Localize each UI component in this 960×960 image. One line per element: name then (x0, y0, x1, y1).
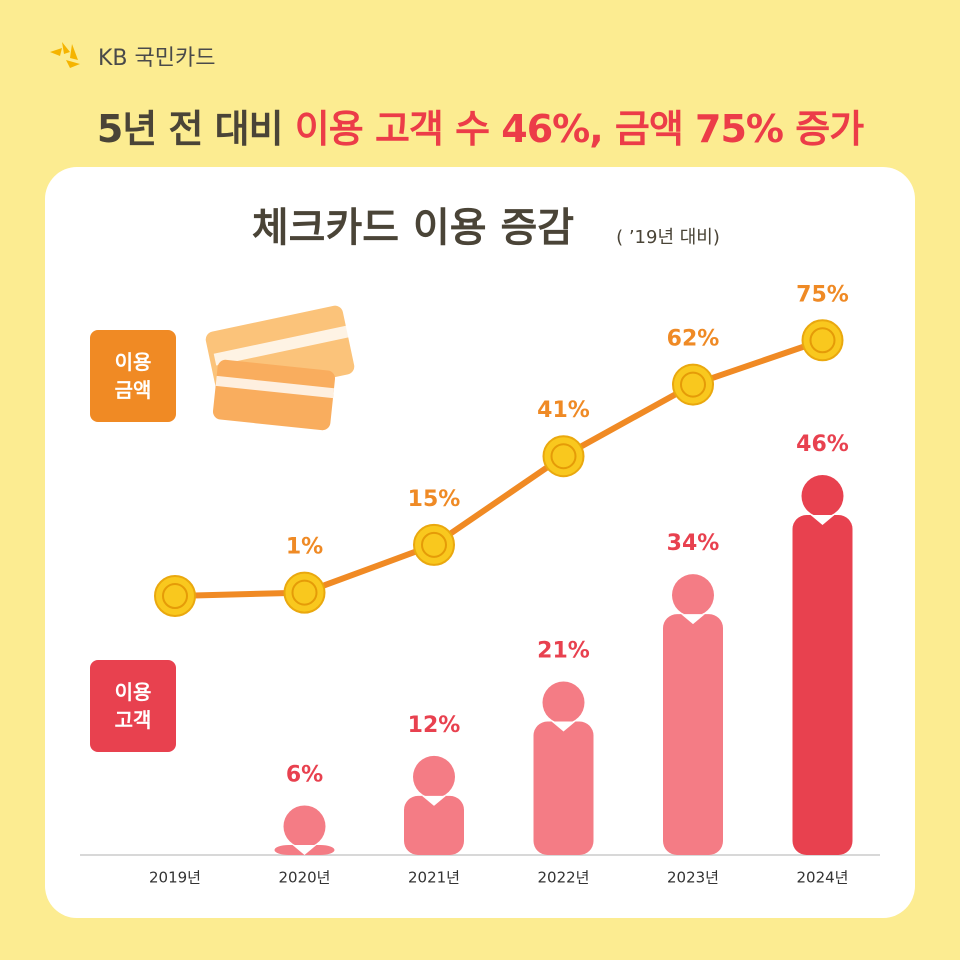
person-head (801, 475, 844, 518)
coin (154, 575, 196, 617)
person-collar (681, 614, 705, 625)
person-head (283, 805, 326, 848)
person-head (542, 681, 585, 724)
value-label: 34% (667, 531, 720, 556)
coin (801, 319, 844, 362)
coin-inner (162, 583, 188, 609)
value-label: 75% (796, 282, 849, 307)
card-panel (45, 167, 915, 918)
coin (413, 523, 455, 566)
value-label: 62% (667, 327, 720, 352)
value-label: 12% (408, 713, 461, 738)
person-body (663, 614, 723, 855)
person-head (672, 574, 714, 617)
coin-inner (550, 443, 577, 470)
coin (672, 363, 714, 406)
kb-logo (50, 42, 80, 68)
value-label: 21% (537, 639, 590, 664)
value-label: 6% (286, 762, 323, 787)
x-tick-label: 2022년 (538, 869, 590, 887)
x-tick-label: 2024년 (797, 869, 849, 887)
person-body (533, 721, 594, 855)
headline-highlight: 이용 고객 수 46%, 금액 75% 증가 (294, 107, 864, 151)
x-tick-label: 2020년 (279, 869, 331, 887)
legend-customers: 이용 고객 (90, 660, 176, 752)
person-collar (422, 795, 446, 806)
person-collar (810, 515, 835, 526)
card-illustration (205, 305, 355, 431)
person-collar (292, 845, 317, 855)
x-tick-label: 2021년 (408, 869, 460, 887)
value-label: 41% (537, 398, 590, 423)
headline: 5년 전 대비 이용 고객 수 46%, 금액 75% 증가 (0, 98, 960, 153)
coin-inner (291, 579, 318, 606)
coin-inner (421, 531, 447, 558)
coin-inner (680, 371, 706, 398)
headline-lead: 5년 전 대비 (96, 107, 284, 151)
person-collar (551, 721, 576, 732)
chart-subtitle: ( ’19년 대비) (616, 227, 720, 248)
amount-line (174, 337, 824, 599)
value-label: 1% (286, 535, 323, 560)
chart-title: 체크카드 이용 증감 (252, 205, 574, 251)
person-body (404, 795, 464, 855)
value-label: 15% (408, 487, 461, 512)
coin (283, 571, 326, 614)
brand: KB 국민카드 (98, 46, 216, 71)
legend-amount: 이용 금액 (90, 330, 176, 422)
x-tick-label: 2023년 (667, 869, 719, 887)
person-head (413, 755, 455, 798)
x-tick-label: 2019년 (149, 869, 201, 887)
person-body (792, 515, 853, 855)
coin (542, 435, 585, 478)
coin-inner (809, 327, 836, 354)
value-label: 46% (796, 432, 849, 457)
